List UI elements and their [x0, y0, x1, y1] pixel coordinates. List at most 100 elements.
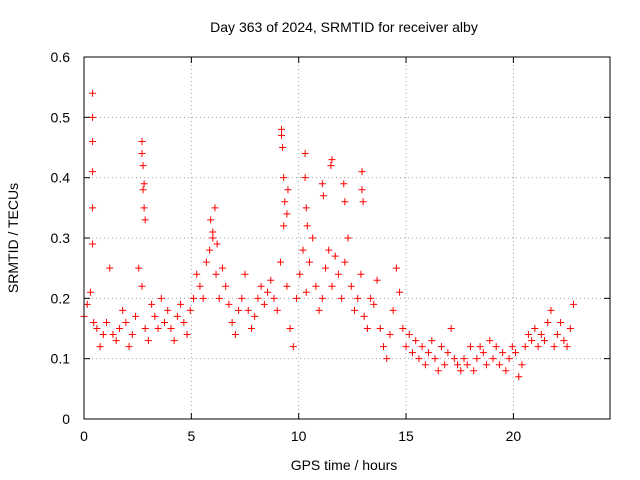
data-point [103, 318, 111, 326]
x-tick-label: 5 [187, 428, 195, 444]
data-point [341, 198, 349, 206]
data-point [251, 312, 259, 320]
data-point [202, 258, 210, 266]
data-point [354, 294, 362, 302]
data-point [428, 337, 436, 345]
data-point [283, 210, 291, 218]
data-point [215, 294, 223, 302]
data-point [289, 343, 297, 351]
y-tick-label: 0.5 [51, 109, 71, 125]
data-point [505, 355, 513, 363]
data-point [167, 325, 175, 332]
data-point [473, 355, 481, 363]
data-point [550, 343, 558, 351]
data-point [273, 306, 281, 314]
data-point [486, 337, 494, 345]
data-point [495, 361, 503, 369]
data-point [115, 325, 123, 332]
data-point [89, 240, 97, 248]
axis-ticks: 0 0.1 0.2 0.3 0.4 0.5 0.6 0 5 10 15 20 [51, 49, 610, 444]
plot-frame [83, 56, 611, 420]
data-point [450, 355, 458, 363]
data-point [515, 373, 523, 381]
data-point [119, 306, 127, 314]
data-point [140, 204, 148, 212]
data-point [370, 300, 378, 308]
data-point [305, 258, 313, 266]
data-point [383, 355, 391, 363]
data-point [286, 325, 294, 332]
data-point [359, 198, 367, 206]
data-point [358, 186, 366, 194]
data-point [264, 288, 272, 296]
data-point [89, 89, 97, 97]
data-point [566, 325, 574, 332]
data-point [302, 204, 310, 212]
data-point [318, 180, 326, 188]
data-point [125, 343, 133, 351]
data-point [139, 186, 147, 194]
data-point [524, 331, 532, 339]
data-point [327, 162, 335, 170]
data-point [331, 252, 339, 260]
data-point [218, 264, 226, 272]
data-point [132, 312, 140, 320]
data-point [283, 282, 291, 290]
data-point [280, 174, 288, 182]
data-point [135, 264, 143, 272]
data-point [322, 264, 330, 272]
data-point [544, 318, 552, 326]
data-point [96, 343, 104, 351]
data-point [302, 288, 310, 296]
data-point [270, 294, 278, 302]
data-point [276, 258, 284, 266]
data-point [531, 325, 539, 332]
data-point [89, 113, 97, 121]
data-point [247, 325, 255, 332]
data-point [207, 216, 215, 224]
data-point [344, 234, 352, 242]
data-point [235, 306, 243, 314]
data-point [140, 180, 148, 188]
data-point [405, 331, 413, 339]
data-point [296, 270, 304, 278]
data-point [431, 355, 439, 363]
y-tick-label: 0 [62, 411, 70, 427]
data-point [280, 222, 288, 230]
data-point [328, 156, 336, 164]
data-point [444, 349, 452, 357]
x-tick-label: 15 [398, 428, 414, 444]
data-point [93, 325, 101, 332]
data-point [518, 361, 526, 369]
data-point [347, 282, 355, 290]
data-point [267, 276, 275, 284]
data-point [186, 306, 194, 314]
data-point [508, 343, 516, 351]
data-point [89, 168, 97, 176]
data-point [367, 294, 375, 302]
data-point [122, 318, 130, 326]
data-point [138, 150, 146, 158]
data-point [560, 337, 568, 345]
data-point [470, 367, 478, 375]
data-point [151, 312, 159, 320]
y-tick-label: 0.4 [51, 170, 71, 186]
data-point [396, 288, 404, 296]
data-point [360, 312, 368, 320]
data-point [447, 325, 455, 332]
data-point [541, 337, 549, 345]
data-point [173, 312, 181, 320]
data-point [128, 331, 136, 339]
data-point [557, 318, 565, 326]
data-point [141, 325, 149, 332]
data-point [318, 294, 326, 302]
data-point [284, 186, 292, 194]
data-point [281, 198, 289, 206]
data-point [293, 294, 301, 302]
data-point [454, 361, 462, 369]
data-point [177, 300, 185, 308]
data-point [537, 331, 545, 339]
data-point [106, 264, 114, 272]
data-point [83, 300, 91, 308]
data-point [228, 318, 236, 326]
